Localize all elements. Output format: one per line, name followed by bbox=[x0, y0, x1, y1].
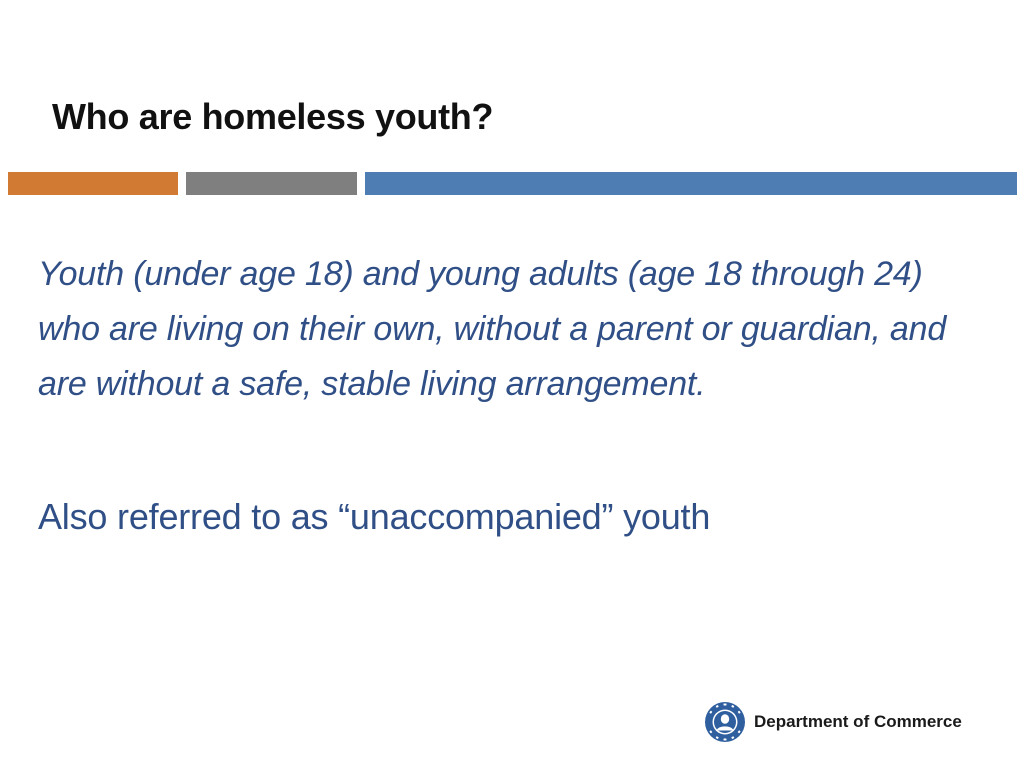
divider-bar-gray bbox=[186, 172, 357, 195]
slide-title: Who are homeless youth? bbox=[52, 96, 494, 137]
washington-state-seal-icon bbox=[705, 702, 745, 742]
alt-term-text: Also referred to as “unaccompanied” yout… bbox=[38, 496, 711, 537]
department-logo: Department of Commerce bbox=[704, 701, 962, 743]
department-name: Department of Commerce bbox=[754, 712, 962, 731]
divider-bar-blue bbox=[365, 172, 1017, 195]
divider-bar-orange bbox=[8, 172, 178, 195]
definition-text: Youth (under age 18) and young adults (a… bbox=[38, 255, 947, 403]
